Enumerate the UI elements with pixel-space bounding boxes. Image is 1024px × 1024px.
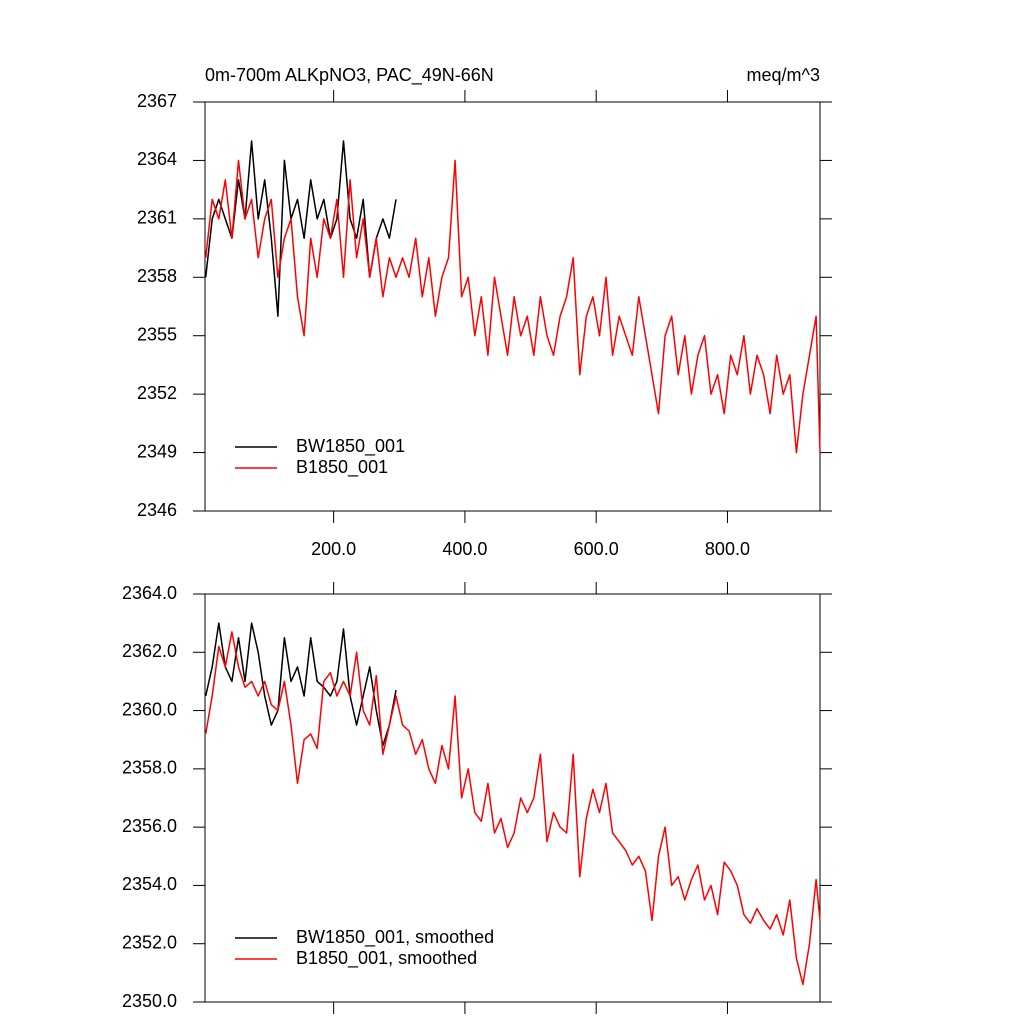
legend-label: B1850_001 — [296, 457, 388, 478]
plot-frame — [204, 101, 821, 512]
legend-label: BW1850_001 — [296, 436, 405, 457]
units-label: meq/m^3 — [747, 65, 820, 85]
y-tick-label: 2349 — [137, 441, 177, 461]
y-tick-label: 2361 — [137, 208, 177, 228]
y-tick-label: 2364.0 — [122, 583, 177, 603]
chart-title: 0m-700m ALKpNO3, PAC_49N-66N — [205, 65, 494, 86]
y-tick-label: 2354.0 — [122, 874, 177, 894]
data-line — [204, 622, 397, 747]
y-tick-label: 2350.0 — [122, 991, 177, 1011]
data-line — [204, 159, 821, 454]
y-tick-label: 2358.0 — [122, 758, 177, 778]
y-tick-label: 2355 — [137, 324, 177, 344]
y-tick-label: 2352.0 — [122, 932, 177, 952]
y-tick-label: 2360.0 — [122, 699, 177, 719]
y-tick-label: 2356.0 — [122, 816, 177, 836]
x-tick-label: 800.0 — [705, 539, 750, 559]
x-tick-label: 600.0 — [574, 539, 619, 559]
data-line — [204, 140, 397, 317]
y-tick-label: 2364 — [137, 149, 177, 169]
x-tick-label: 200.0 — [311, 539, 356, 559]
y-tick-label: 2367 — [137, 91, 177, 111]
data-line — [204, 631, 821, 986]
legend-label: BW1850_001, smoothed — [296, 927, 494, 948]
y-tick-label: 2346 — [137, 500, 177, 520]
plot-frame — [204, 593, 821, 1003]
x-tick-label: 400.0 — [442, 539, 487, 559]
y-tick-label: 2362.0 — [122, 641, 177, 661]
y-tick-label: 2358 — [137, 266, 177, 286]
y-tick-label: 2352 — [137, 383, 177, 403]
legend-label: B1850_001, smoothed — [296, 948, 477, 969]
